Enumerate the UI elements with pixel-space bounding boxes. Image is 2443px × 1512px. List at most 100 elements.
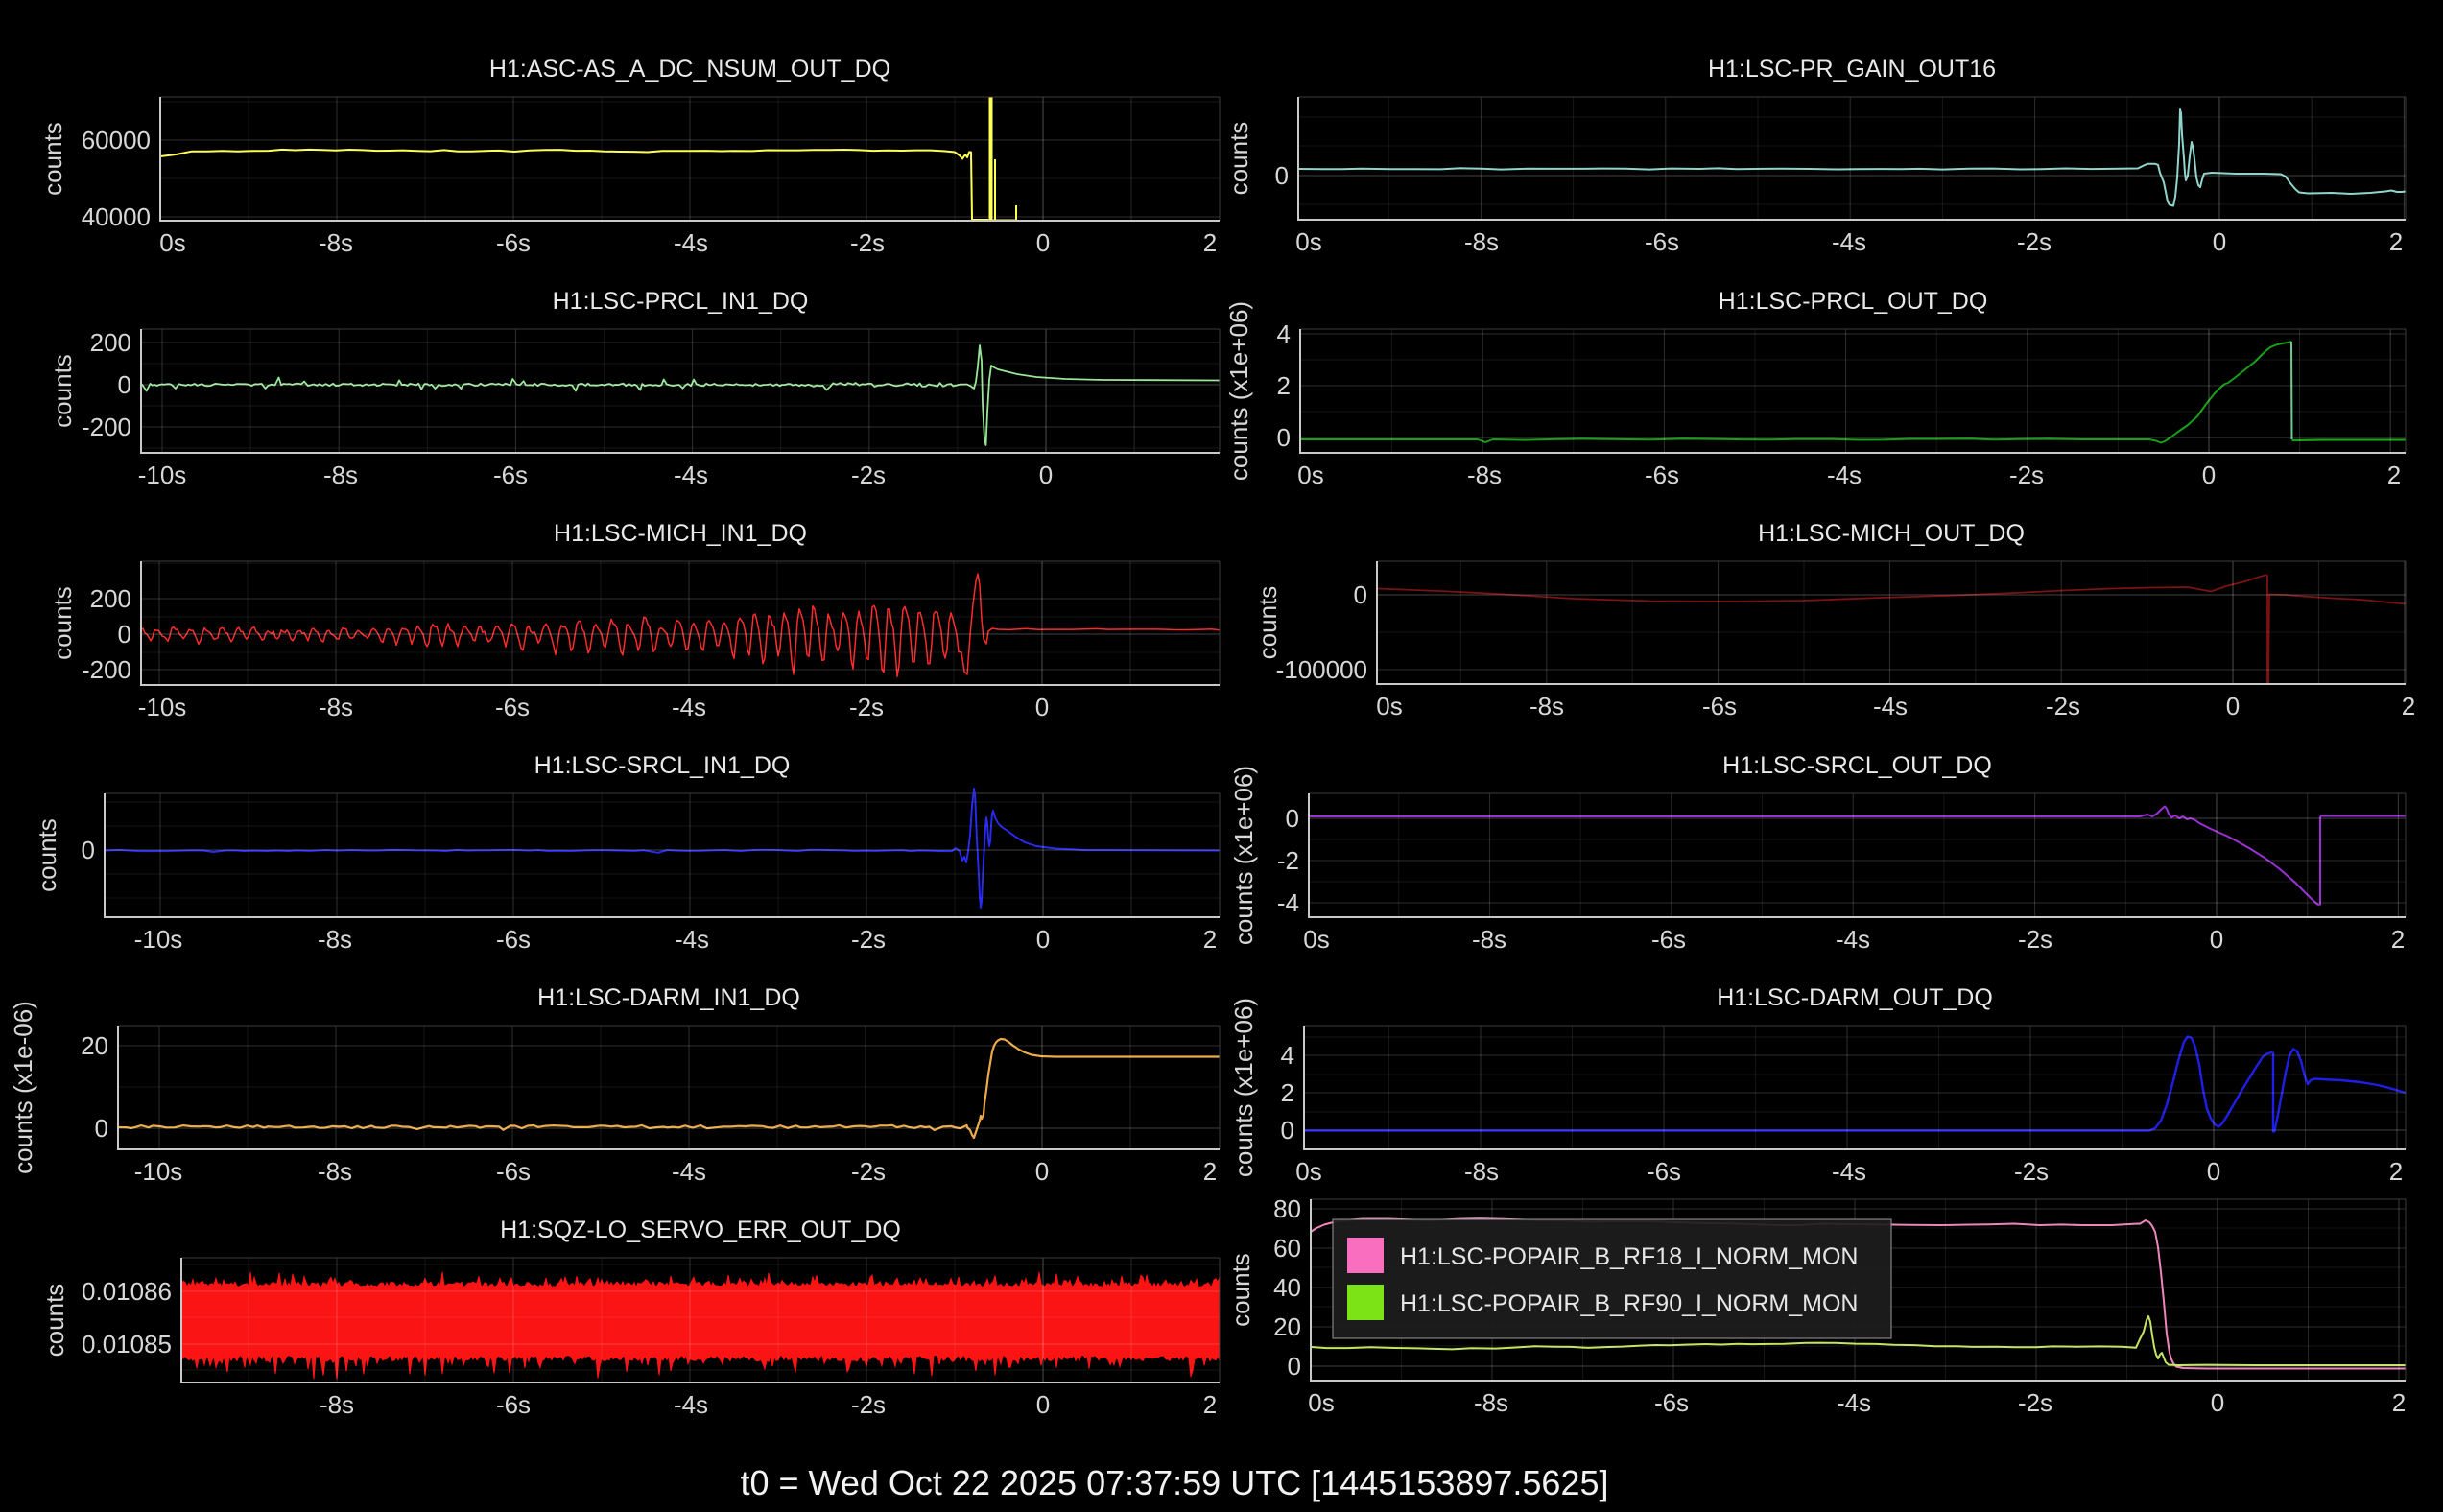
svg-text:-200: -200 — [82, 413, 131, 441]
svg-text:-8s: -8s — [319, 693, 353, 721]
svg-text:4: 4 — [1277, 319, 1291, 348]
svg-text:2: 2 — [2391, 925, 2405, 954]
svg-text:H1:LSC-SRCL_OUT_DQ: H1:LSC-SRCL_OUT_DQ — [1722, 752, 1992, 779]
svg-text:20: 20 — [1273, 1312, 1301, 1341]
svg-text:40000: 40000 — [82, 202, 151, 231]
svg-text:H1:SQZ-LO_SERVO_ERR_OUT_DQ: H1:SQZ-LO_SERVO_ERR_OUT_DQ — [500, 1217, 901, 1243]
svg-text:counts: counts — [1224, 122, 1253, 196]
svg-text:-10s: -10s — [138, 693, 187, 721]
svg-text:-4s: -4s — [1837, 1388, 1871, 1417]
svg-text:0s: 0s — [1297, 461, 1323, 489]
svg-text:2: 2 — [1203, 925, 1217, 954]
svg-text:0: 0 — [2202, 461, 2216, 489]
svg-text:-2: -2 — [1277, 846, 1299, 875]
svg-text:-2s: -2s — [2009, 461, 2044, 489]
svg-text:2: 2 — [1281, 1078, 1294, 1107]
svg-text:-6s: -6s — [1702, 692, 1737, 721]
svg-text:-8s: -8s — [1472, 925, 1506, 954]
svg-text:-2s: -2s — [850, 228, 885, 257]
svg-text:0s: 0s — [1303, 925, 1329, 954]
svg-text:60: 60 — [1273, 1234, 1301, 1263]
svg-text:0: 0 — [1036, 925, 1050, 954]
svg-text:2: 2 — [1203, 228, 1217, 257]
svg-text:counts: counts — [1253, 586, 1282, 660]
svg-text:0: 0 — [2211, 1388, 2224, 1417]
svg-text:0: 0 — [1354, 580, 1367, 609]
svg-text:-6s: -6s — [495, 693, 530, 721]
svg-text:H1:LSC-MICH_OUT_DQ: H1:LSC-MICH_OUT_DQ — [1758, 520, 2025, 547]
svg-text:H1:LSC-DARM_OUT_DQ: H1:LSC-DARM_OUT_DQ — [1717, 984, 1993, 1011]
svg-text:-2s: -2s — [851, 925, 886, 954]
svg-text:-4s: -4s — [1836, 925, 1870, 954]
svg-text:counts: counts — [48, 354, 77, 428]
svg-text:-4s: -4s — [674, 1390, 708, 1419]
svg-text:0: 0 — [1036, 228, 1050, 257]
svg-text:-10s: -10s — [134, 925, 183, 954]
svg-text:0: 0 — [1036, 1390, 1050, 1419]
svg-text:2: 2 — [2402, 692, 2415, 721]
svg-text:0: 0 — [2213, 227, 2226, 256]
svg-text:0s: 0s — [1295, 227, 1321, 256]
svg-text:-8s: -8s — [318, 1157, 352, 1186]
svg-text:-6s: -6s — [1654, 1388, 1689, 1417]
svg-text:-10s: -10s — [134, 1157, 183, 1186]
svg-text:0: 0 — [1035, 1157, 1049, 1186]
svg-text:2: 2 — [2392, 1388, 2406, 1417]
svg-text:H1:LSC-PRCL_IN1_DQ: H1:LSC-PRCL_IN1_DQ — [553, 288, 809, 315]
svg-text:-8s: -8s — [1467, 461, 1502, 489]
svg-text:0: 0 — [1035, 693, 1049, 721]
svg-text:0: 0 — [82, 836, 95, 864]
svg-text:0: 0 — [2226, 692, 2240, 721]
svg-text:-2s: -2s — [2046, 692, 2080, 721]
svg-text:counts: counts — [40, 1284, 69, 1358]
svg-text:-4s: -4s — [1873, 692, 1908, 721]
svg-text:H1:LSC-POPAIR_B_RF90_I_NORM_MO: H1:LSC-POPAIR_B_RF90_I_NORM_MON — [1400, 1290, 1858, 1317]
svg-text:H1:LSC-SRCL_IN1_DQ: H1:LSC-SRCL_IN1_DQ — [534, 752, 791, 779]
svg-text:-8s: -8s — [319, 228, 353, 257]
svg-text:counts: counts — [33, 818, 61, 892]
svg-text:60000: 60000 — [82, 126, 151, 154]
svg-text:0: 0 — [1039, 461, 1053, 489]
svg-text:0s: 0s — [159, 228, 185, 257]
svg-text:4: 4 — [1281, 1041, 1294, 1070]
svg-text:t0 = Wed Oct 22 2025 07:37:59: t0 = Wed Oct 22 2025 07:37:59 UTC [14451… — [741, 1463, 1609, 1502]
svg-text:-2s: -2s — [849, 693, 884, 721]
svg-text:H1:ASC-AS_A_DC_NSUM_OUT_DQ: H1:ASC-AS_A_DC_NSUM_OUT_DQ — [489, 56, 890, 83]
svg-text:-4s: -4s — [675, 925, 709, 954]
svg-text:counts (x1e+06): counts (x1e+06) — [1229, 998, 1258, 1177]
svg-text:0: 0 — [1286, 804, 1299, 833]
svg-text:80: 80 — [1273, 1194, 1301, 1223]
svg-text:-2s: -2s — [2014, 1157, 2049, 1186]
svg-text:-6s: -6s — [496, 228, 531, 257]
svg-text:counts: counts — [48, 586, 77, 660]
svg-text:H1:LSC-PR_GAIN_OUT16: H1:LSC-PR_GAIN_OUT16 — [1708, 56, 1996, 83]
svg-text:0: 0 — [1288, 1352, 1301, 1381]
svg-text:-4s: -4s — [1832, 1157, 1866, 1186]
svg-text:-8s: -8s — [320, 1390, 354, 1419]
svg-text:0s: 0s — [1376, 692, 1402, 721]
svg-text:40: 40 — [1273, 1273, 1301, 1302]
svg-text:-8s: -8s — [1464, 1157, 1499, 1186]
svg-text:0: 0 — [1281, 1116, 1294, 1145]
svg-text:-2s: -2s — [851, 461, 886, 489]
svg-text:-2s: -2s — [2018, 1388, 2052, 1417]
svg-text:0: 0 — [2210, 925, 2223, 954]
svg-text:counts (x1e+06): counts (x1e+06) — [1224, 301, 1253, 481]
svg-text:2: 2 — [1203, 1157, 1217, 1186]
svg-text:2: 2 — [1277, 371, 1291, 400]
svg-text:2: 2 — [2389, 227, 2403, 256]
svg-text:-6s: -6s — [1651, 925, 1686, 954]
svg-text:counts (x1e+06): counts (x1e+06) — [1229, 766, 1258, 945]
svg-text:-4: -4 — [1277, 888, 1299, 917]
svg-text:200: 200 — [90, 328, 131, 357]
svg-text:0: 0 — [1275, 161, 1289, 190]
svg-text:-6s: -6s — [1645, 461, 1679, 489]
svg-text:H1:LSC-DARM_IN1_DQ: H1:LSC-DARM_IN1_DQ — [537, 984, 800, 1011]
svg-text:2: 2 — [2389, 1157, 2403, 1186]
svg-text:-2s: -2s — [2017, 227, 2052, 256]
svg-text:-4s: -4s — [1827, 461, 1862, 489]
svg-text:0s: 0s — [1308, 1388, 1334, 1417]
svg-text:-8s: -8s — [1474, 1388, 1508, 1417]
svg-text:-200: -200 — [82, 655, 131, 684]
svg-text:-4s: -4s — [672, 693, 706, 721]
